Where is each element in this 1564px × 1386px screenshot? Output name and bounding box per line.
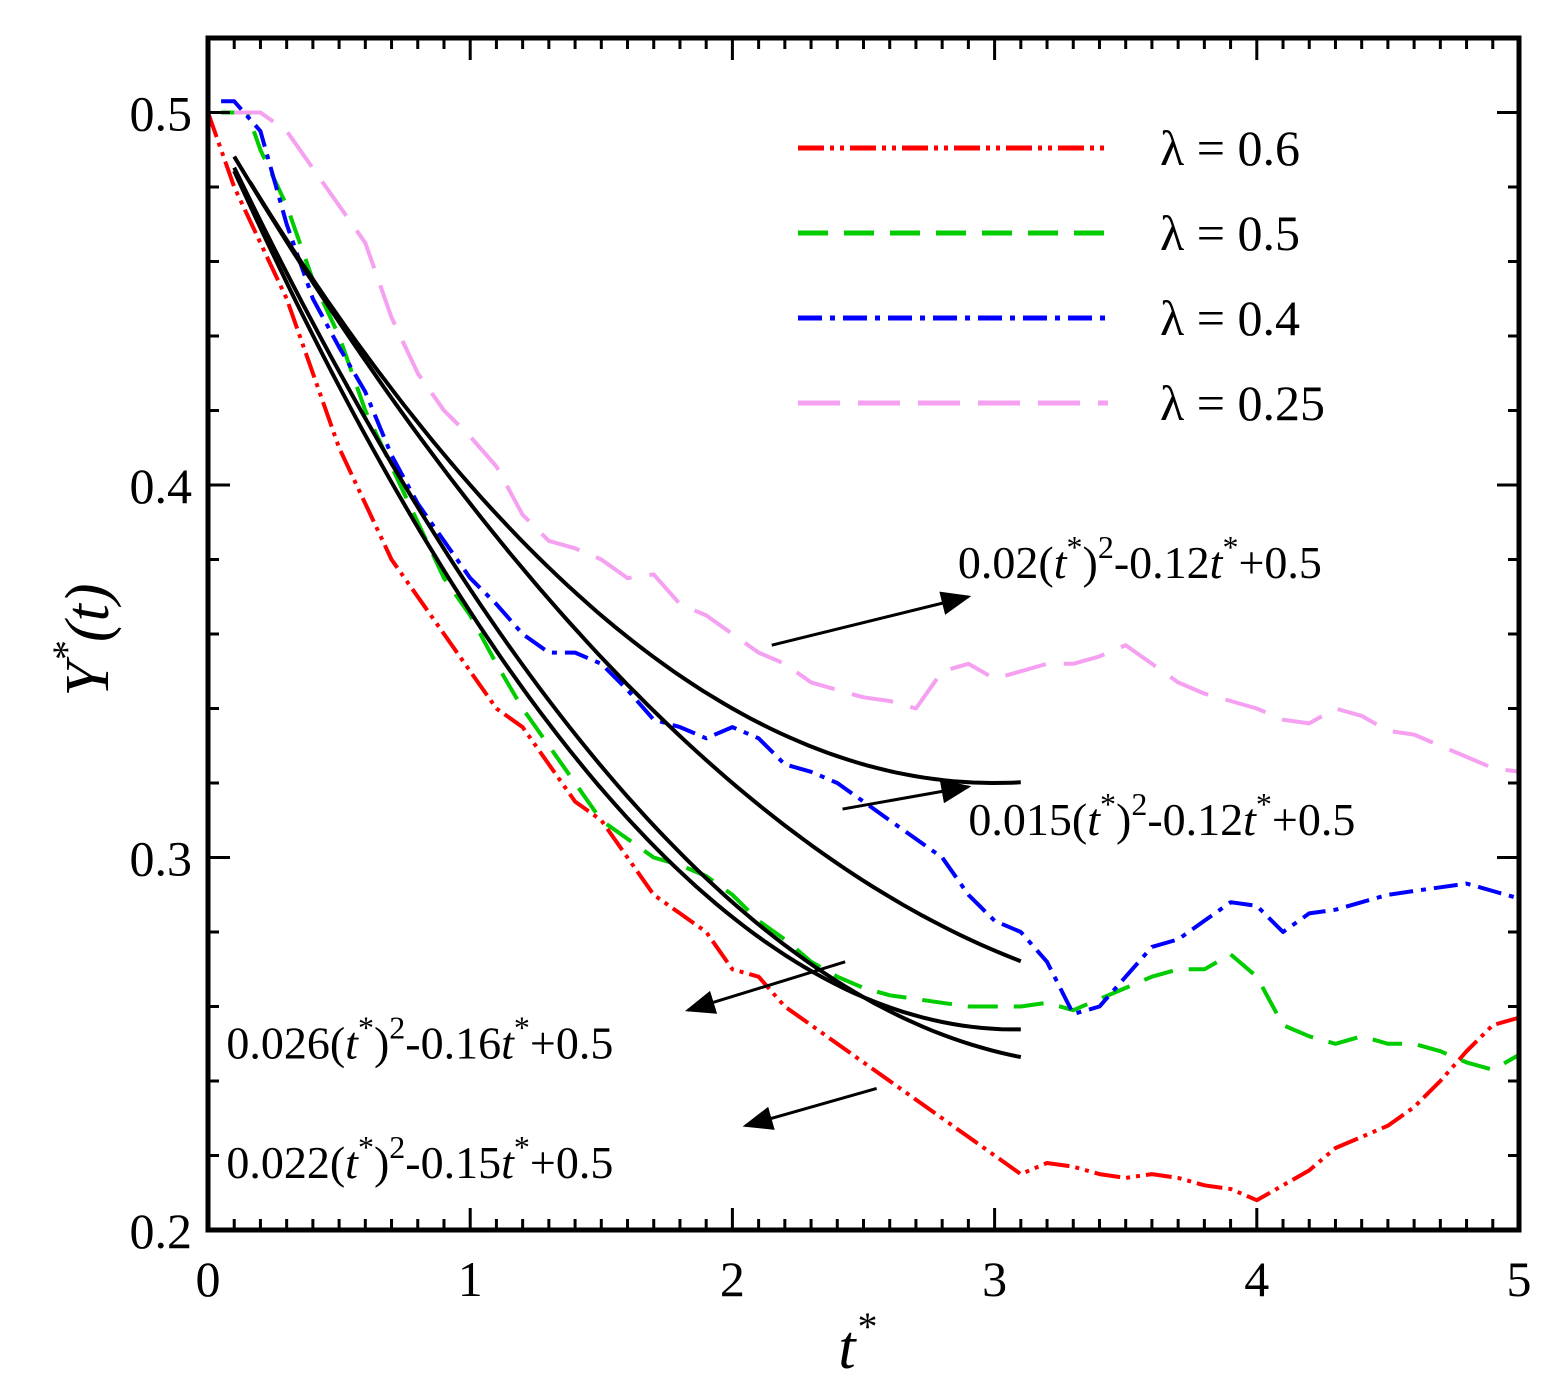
annotation-arrow-3 bbox=[684, 960, 846, 1014]
series-line-3 bbox=[221, 99, 1519, 1016]
fit-curve-3 bbox=[232, 170, 1021, 1032]
series-line-4 bbox=[234, 110, 1519, 774]
y-tick-label: 0.2 bbox=[130, 1203, 193, 1259]
y-tick-label: 0.3 bbox=[130, 831, 193, 887]
x-tick-label: 4 bbox=[1244, 1251, 1269, 1307]
fit-equation-4: 0.022(t*)2-0.15t*+0.5 bbox=[226, 1129, 613, 1188]
annotation-arrow-2 bbox=[842, 779, 972, 811]
fit-equation-1: 0.02(t*)2-0.12t*+0.5 bbox=[958, 529, 1322, 588]
legend-label-2: λ = 0.5 bbox=[1160, 205, 1300, 261]
x-axis-title: t* bbox=[838, 1304, 875, 1382]
annotation-arrow-4 bbox=[742, 1087, 878, 1130]
y-tick-label: 0.5 bbox=[130, 86, 193, 142]
series-line-1 bbox=[208, 111, 1519, 1203]
fit-equation-2: 0.015(t*)2-0.12t*+0.5 bbox=[968, 786, 1355, 845]
annotation-arrow-1 bbox=[771, 591, 972, 647]
y-axis-title: Y*(t) bbox=[44, 583, 122, 696]
fit-curve-2 bbox=[232, 155, 1022, 964]
fit-curve-4 bbox=[232, 166, 1022, 1060]
y-tick-label: 0.4 bbox=[130, 458, 193, 514]
x-tick-label: 5 bbox=[1507, 1251, 1532, 1307]
series-line-2 bbox=[221, 110, 1519, 1072]
x-tick-label: 2 bbox=[720, 1251, 745, 1307]
fit-equation-3: 0.026(t*)2-0.16t*+0.5 bbox=[226, 1010, 613, 1069]
legend-label-4: λ = 0.25 bbox=[1160, 375, 1325, 431]
legend-label-3: λ = 0.4 bbox=[1160, 290, 1300, 346]
legend-label-1: λ = 0.6 bbox=[1160, 120, 1300, 176]
x-tick-label: 1 bbox=[458, 1251, 483, 1307]
x-tick-label: 0 bbox=[196, 1251, 221, 1307]
fit-curve-1 bbox=[248, 181, 1021, 786]
x-tick-label: 3 bbox=[982, 1251, 1007, 1307]
legend: λ = 0.6 λ = 0.5 λ = 0.4 λ = 0.25 bbox=[798, 120, 1325, 431]
